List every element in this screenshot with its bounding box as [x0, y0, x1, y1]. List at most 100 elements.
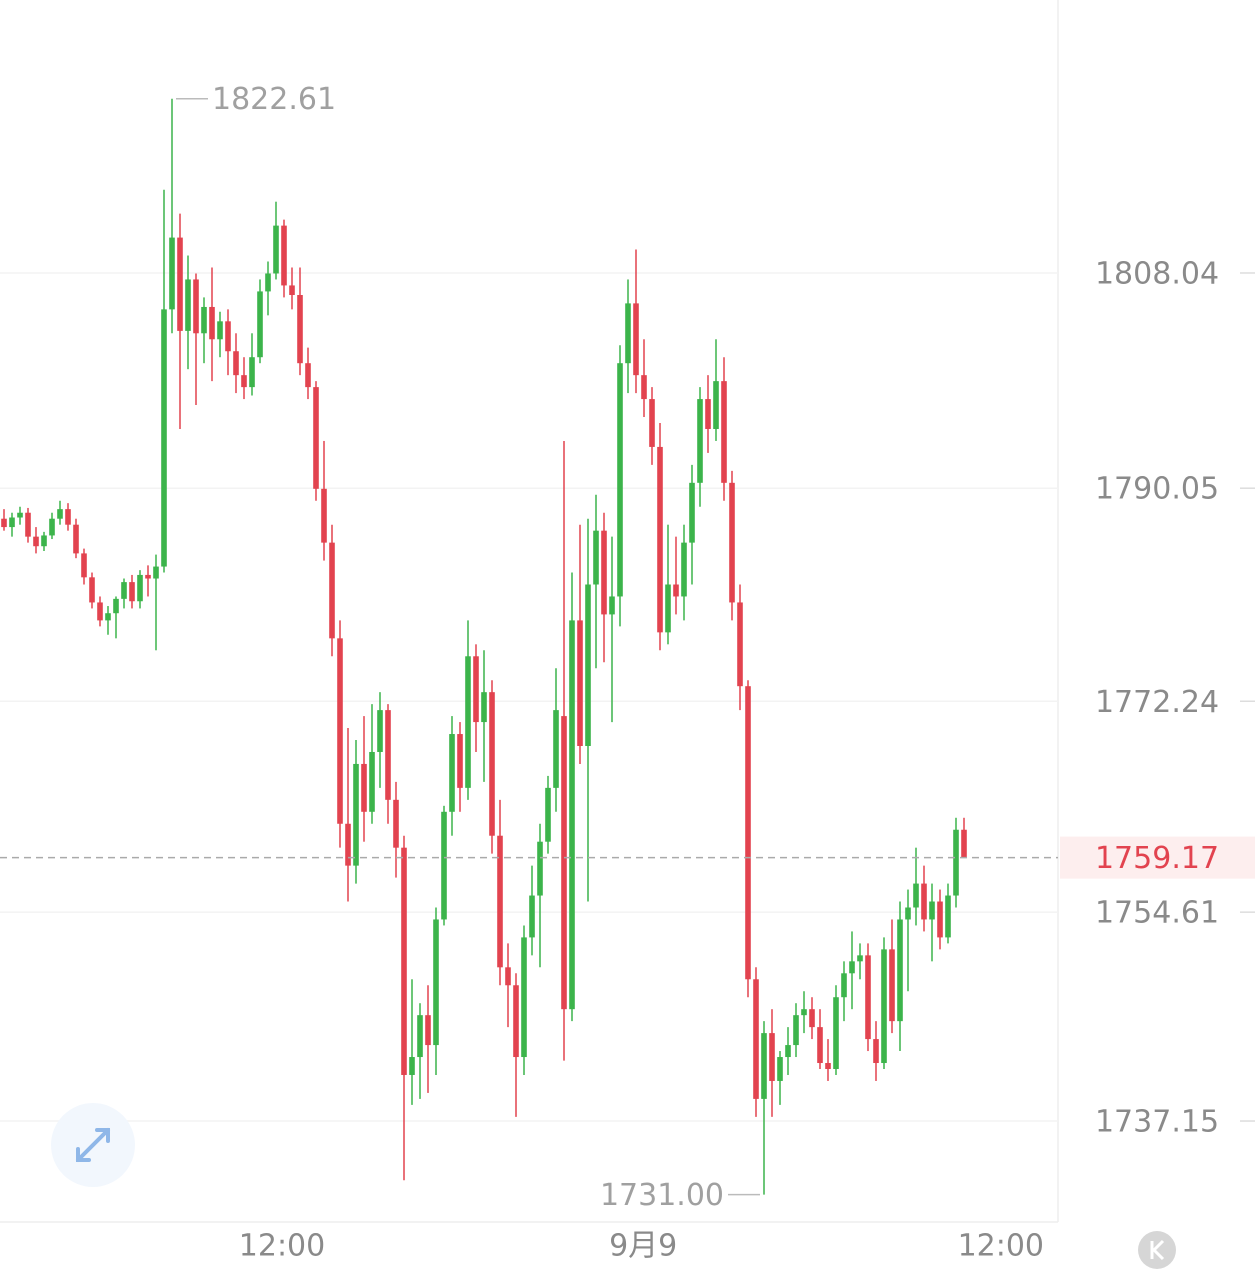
candle-body — [169, 237, 175, 310]
candle-body — [361, 763, 367, 812]
candle-body — [473, 656, 479, 723]
candle-body — [129, 582, 135, 602]
candle-body — [761, 1033, 767, 1099]
candle-body — [849, 961, 855, 974]
candle-body — [505, 967, 511, 986]
candle-body — [857, 955, 863, 962]
candle-body — [49, 518, 55, 536]
candle-body — [369, 751, 375, 812]
candle-body — [905, 907, 911, 920]
candle-body — [689, 482, 695, 543]
candle-body — [185, 279, 191, 331]
candle-body — [921, 883, 927, 920]
candle-body — [457, 734, 463, 788]
candle-body — [881, 949, 887, 1064]
candle-body — [153, 566, 159, 579]
candle-body — [953, 829, 959, 896]
candle-body — [937, 901, 943, 938]
candle-body — [817, 1027, 823, 1064]
extreme-label: 1822.61 — [212, 82, 336, 117]
candle-body — [873, 1039, 879, 1064]
candle-body — [521, 937, 527, 1058]
candle-body — [233, 351, 239, 376]
candle-body — [777, 1057, 783, 1081]
candle-body — [865, 955, 871, 1040]
candle-body — [217, 321, 223, 340]
expand-button[interactable] — [51, 1103, 135, 1187]
candle-body — [537, 841, 543, 896]
candle-body — [601, 530, 607, 615]
candle-body — [313, 387, 319, 489]
candle-body — [481, 692, 487, 723]
candle-body — [769, 1033, 775, 1081]
candle-body — [105, 613, 111, 621]
chart-type-button[interactable] — [1138, 1231, 1176, 1269]
candle-body — [529, 895, 535, 938]
candle-body — [377, 710, 383, 752]
candle-body — [961, 829, 967, 858]
candle-body — [409, 1057, 415, 1075]
y-tick-label: 1754.61 — [1095, 896, 1219, 931]
candle-body — [281, 225, 287, 286]
candle-body — [297, 295, 303, 364]
candle-body — [201, 306, 207, 334]
candle-body — [17, 512, 23, 518]
candle-body — [441, 811, 447, 920]
candle-body — [593, 530, 599, 585]
candle-body — [465, 656, 471, 788]
candle-body — [57, 509, 63, 519]
candle-body — [641, 375, 647, 400]
candle-body — [785, 1045, 791, 1058]
candle-body — [249, 357, 255, 388]
candle-body — [713, 381, 719, 429]
candle-body — [1, 518, 7, 528]
candle-body — [81, 553, 87, 578]
candle-body — [801, 1009, 807, 1016]
candle-body — [585, 584, 591, 747]
candle-body — [65, 509, 71, 525]
candle-body — [337, 638, 343, 824]
x-tick-label: 12:00 — [958, 1229, 1044, 1264]
candle-body — [33, 536, 39, 547]
y-tick-label: 1772.24 — [1095, 685, 1219, 720]
y-tick-label: 1737.15 — [1095, 1105, 1219, 1140]
candle-body — [841, 973, 847, 998]
candle-body — [289, 285, 295, 296]
candle-body — [633, 303, 639, 376]
candle-body — [345, 823, 351, 866]
candle-body — [425, 1015, 431, 1046]
candle-body — [697, 399, 703, 483]
candle-body — [433, 919, 439, 1046]
candle-body — [889, 949, 895, 1022]
candle-body — [417, 1015, 423, 1058]
candle-body — [553, 710, 559, 788]
candle-body — [25, 512, 31, 537]
candle-body — [721, 381, 727, 483]
candle-body — [161, 309, 167, 567]
candle-body — [273, 225, 279, 274]
candle-body — [145, 574, 151, 579]
candle-body — [657, 446, 663, 633]
last-price-box — [1060, 836, 1255, 879]
candle-body — [945, 895, 951, 938]
candle-body — [745, 686, 751, 980]
plot: 1808.04 1790.05 1772.24 1754.61 1737.15 12:00… — [0, 82, 1255, 1264]
candle-body — [193, 279, 199, 334]
y-tick-label: 1808.04 — [1095, 256, 1219, 291]
candle-body — [401, 847, 407, 1075]
candle-body — [681, 542, 687, 597]
candle-body — [513, 985, 519, 1058]
x-tick-label: 12:00 — [239, 1229, 325, 1264]
candle-body — [737, 602, 743, 687]
candle-body — [489, 692, 495, 836]
candle-body — [617, 363, 623, 597]
candle-body — [793, 1015, 799, 1046]
last-price-label: 1759.17 — [1095, 841, 1219, 876]
candle-body — [833, 997, 839, 1069]
candle-body — [561, 716, 567, 1010]
candle-body — [393, 799, 399, 848]
candle-body — [545, 787, 551, 842]
candle-body — [257, 291, 263, 358]
x-tick-label: 9月9 — [609, 1229, 677, 1264]
